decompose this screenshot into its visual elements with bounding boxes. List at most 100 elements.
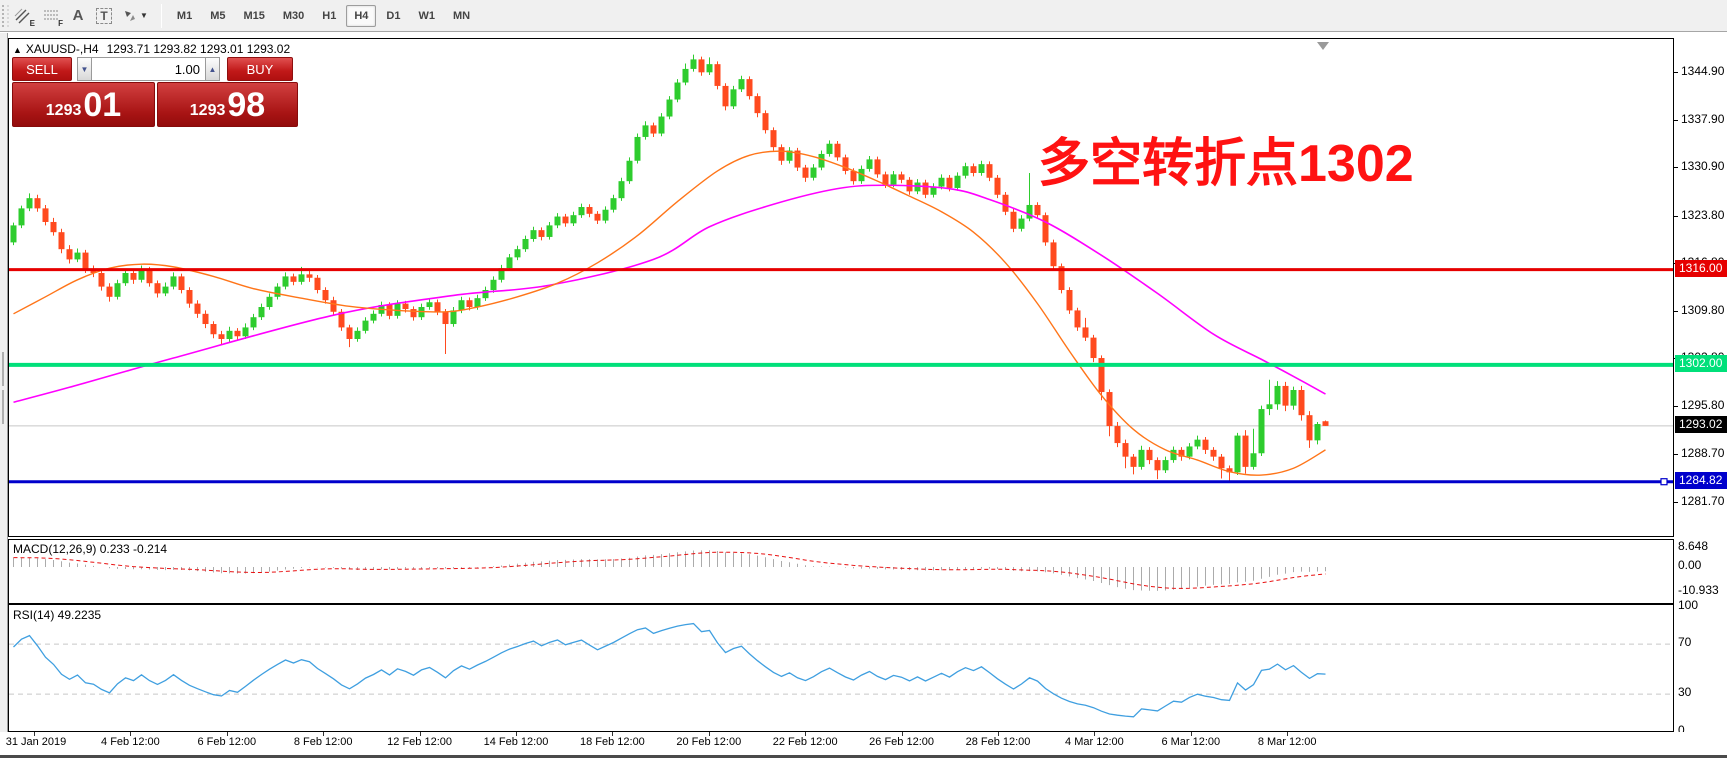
text-icon[interactable]: A bbox=[72, 7, 84, 24]
price-tick-mark bbox=[1674, 215, 1678, 217]
fibo-lines-icon bbox=[44, 10, 58, 19]
indicator-axis-label: 8.648 bbox=[1678, 538, 1709, 553]
indicator-axis-label: 0 bbox=[1678, 722, 1685, 737]
macd-canvas[interactable] bbox=[9, 540, 1673, 603]
ma-slow-magenta-line[interactable] bbox=[13, 184, 1326, 404]
chart-area: ▲ XAUUSD-,H4 1293.71 1293.82 1293.01 1293.… bbox=[0, 33, 1727, 758]
time-label: 14 Feb 12:00 bbox=[483, 736, 549, 748]
indicator-axis-label: -10.933 bbox=[1678, 582, 1719, 597]
buy-button[interactable]: BUY bbox=[227, 57, 293, 81]
time-tick-mark bbox=[226, 732, 228, 736]
tf-button-MN[interactable]: MN bbox=[452, 9, 471, 22]
buy-price-panel[interactable]: 1293 98 bbox=[157, 82, 298, 127]
tf-button-M5[interactable]: M5 bbox=[210, 9, 226, 22]
volume-decrease-button[interactable]: ▼ bbox=[77, 57, 92, 81]
price-tag-1302.00: 1302.00 bbox=[1675, 355, 1727, 373]
time-tick-mark bbox=[901, 732, 903, 736]
candlestick-canvas[interactable] bbox=[9, 39, 1673, 536]
chart-shift-marker-icon[interactable] bbox=[1317, 42, 1329, 50]
macd-label: MACD(12,26,9) 0.233 -0.214 bbox=[13, 542, 168, 556]
time-label: 28 Feb 12:00 bbox=[965, 736, 1031, 748]
sell-button[interactable]: SELL bbox=[12, 57, 72, 81]
price-tag-1284.82: 1284.82 bbox=[1675, 472, 1727, 490]
price-tick-mark bbox=[1674, 501, 1678, 503]
tf-button-M1[interactable]: M1 bbox=[176, 9, 193, 22]
arrow-shapes-icon bbox=[125, 10, 135, 21]
macd-panel[interactable] bbox=[8, 539, 1674, 604]
price-tick-mark bbox=[1674, 167, 1678, 169]
time-tick-mark bbox=[805, 732, 807, 736]
icon-badge-f: F bbox=[58, 18, 63, 28]
time-tick-mark bbox=[1094, 732, 1096, 736]
left-gutter[interactable] bbox=[0, 33, 8, 758]
splitter-mark bbox=[2, 352, 4, 386]
time-label: 6 Feb 12:00 bbox=[197, 736, 257, 748]
tf-button-W1[interactable]: W1 bbox=[418, 9, 435, 22]
chart-header: ▲ XAUUSD-,H4 1293.71 1293.82 1293.01 1293.… bbox=[13, 42, 290, 56]
price-tick-mark bbox=[1674, 72, 1678, 73]
price-axis[interactable]: 1344.901337.901330.901323.801316.801309.… bbox=[1674, 38, 1727, 737]
dropdown-caret-icon: ▼ bbox=[140, 11, 148, 20]
indicator-axis-label: 0.00 bbox=[1678, 558, 1702, 572]
time-tick-mark bbox=[323, 732, 325, 736]
macd-signal-line bbox=[13, 551, 1326, 589]
tf-button-M15[interactable]: M15 bbox=[243, 9, 265, 22]
boxed-t-glyph: T bbox=[96, 7, 112, 24]
rsi-panel[interactable] bbox=[8, 604, 1674, 732]
tf-button-H4[interactable]: H4 bbox=[346, 4, 377, 27]
hline-handle[interactable] bbox=[1660, 478, 1668, 486]
rsi-label: RSI(14) 49.2235 bbox=[13, 608, 102, 622]
time-tick-mark bbox=[130, 732, 132, 736]
time-label: 4 Feb 12:00 bbox=[101, 736, 160, 748]
time-label: 12 Feb 12:00 bbox=[387, 736, 453, 748]
toolbar-grip[interactable] bbox=[2, 4, 9, 27]
collapse-triangle-icon[interactable]: ▲ bbox=[13, 45, 22, 55]
tf-button-H1[interactable]: H1 bbox=[322, 9, 337, 22]
time-label: 18 Feb 12:00 bbox=[579, 736, 645, 748]
volume-increase-button[interactable]: ▲ bbox=[205, 57, 220, 81]
sell-price-main: 1293 bbox=[45, 102, 82, 119]
price-panels: 1293 01 1293 98 bbox=[12, 82, 298, 127]
price-tick-label: 1281.70 bbox=[1681, 493, 1725, 508]
equidistant-channel-icon[interactable]: E bbox=[10, 4, 36, 28]
ohlc-readout: 1293.71 1293.82 1293.01 1293.02 bbox=[106, 42, 291, 56]
price-tick-label: 1295.80 bbox=[1681, 398, 1725, 412]
price-tick-label: 1330.90 bbox=[1681, 159, 1725, 174]
tf-button-D1[interactable]: D1 bbox=[386, 9, 401, 22]
time-label: 8 Feb 12:00 bbox=[293, 736, 353, 748]
timeframe-group: M1 M5 M15 M30 H1 H4 D1 W1 MN bbox=[168, 4, 479, 27]
price-tag-1316.00: 1316.00 bbox=[1675, 260, 1727, 278]
ma-fast-orange-line[interactable] bbox=[13, 150, 1326, 476]
time-tick-mark bbox=[1190, 732, 1192, 736]
time-axis[interactable]: 31 Jan 2019 4 Feb 12:00 6 Feb 12:00 8 Feb 1… bbox=[0, 732, 1727, 755]
icon-badge-e: E bbox=[29, 18, 35, 28]
toolbar-separator bbox=[160, 3, 162, 28]
buy-price-pips: 98 bbox=[227, 86, 266, 125]
arrows-icon[interactable]: ▼ bbox=[118, 4, 152, 28]
price-tick-label: 1344.90 bbox=[1681, 64, 1725, 78]
chart-text-annotation[interactable]: 多空转折点1302 bbox=[1038, 135, 1414, 193]
time-tick-mark bbox=[612, 732, 614, 736]
time-tick-mark bbox=[998, 732, 999, 736]
indicator-axis-label: 100 bbox=[1678, 597, 1699, 612]
time-tick-mark bbox=[419, 732, 421, 736]
time-label: 8 Mar 12:00 bbox=[1257, 736, 1317, 748]
price-tick-label: 1309.80 bbox=[1681, 302, 1725, 317]
current-price-tag: 1293.02 bbox=[1675, 416, 1727, 434]
fibonacci-icon[interactable]: F bbox=[38, 4, 64, 28]
sell-price-panel[interactable]: 1293 01 bbox=[12, 82, 155, 127]
text-label-icon[interactable]: T bbox=[92, 4, 116, 28]
one-click-trading-widget: SELL ▼ ▲ BUY 1293 01 1293 98 bbox=[12, 57, 298, 127]
indicator-axis-label: 70 bbox=[1678, 635, 1692, 650]
volume-input[interactable] bbox=[92, 57, 205, 81]
buy-price-main: 1293 bbox=[189, 102, 226, 119]
price-tick-mark bbox=[1674, 119, 1678, 121]
rsi-canvas[interactable] bbox=[9, 605, 1673, 731]
toolbar: E F A T ▼ M1 M5 M15 M30 H1 H4 D1 W1 MN bbox=[0, 0, 1727, 32]
tf-button-M30[interactable]: M30 bbox=[282, 9, 305, 22]
time-tick-mark bbox=[708, 732, 710, 736]
price-tick-label: 1288.70 bbox=[1681, 446, 1725, 461]
time-label: 20 Feb 12:00 bbox=[676, 736, 742, 748]
time-tick-mark bbox=[1287, 732, 1289, 736]
